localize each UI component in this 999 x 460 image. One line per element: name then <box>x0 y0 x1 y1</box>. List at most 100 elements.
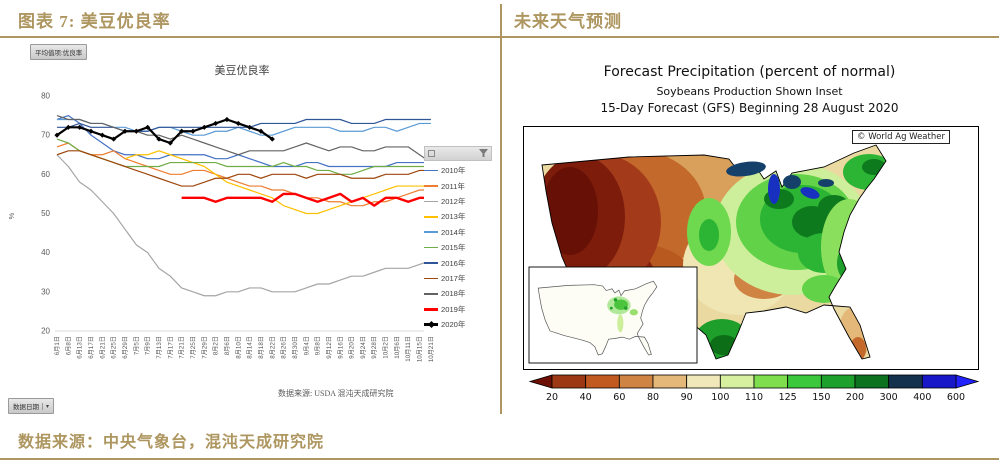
legend-label: 2016年 <box>441 258 466 268</box>
series-marker <box>156 136 162 142</box>
chart-title: 美豆优良率 <box>215 63 270 77</box>
colorbar-tick-label: 400 <box>913 392 931 403</box>
legend-swatch <box>424 321 438 329</box>
x-tick-label: 6月8日 <box>65 336 72 355</box>
colorbar: 20 40 60 80 90 100 110 125 150 200 300 400 600 <box>528 372 980 409</box>
colorbar-tick-label: 60 <box>613 392 625 403</box>
x-tick-label: 9月24日 <box>360 336 367 359</box>
right-panel-title: 未来天气预测 <box>514 12 622 31</box>
x-tick-label: 10月11日 <box>405 336 412 362</box>
series-line-2018年 <box>56 115 432 164</box>
legend-entry-2018年[interactable]: 2018年 <box>424 286 492 301</box>
series-line-2017年 <box>56 150 431 187</box>
colorbar-segment <box>618 374 654 389</box>
legend-swatch <box>424 293 438 295</box>
y-tick-label: 20 <box>41 327 50 336</box>
page-source-note: 数据来源：中央气象台，混沌天成研究院 <box>18 434 325 451</box>
legend-swatch <box>424 307 438 311</box>
colorbar-segment <box>820 374 856 389</box>
legend-label: 2011年 <box>441 181 465 191</box>
legend-entry-2013年[interactable]: 2013年 <box>424 209 492 224</box>
series-line-2019年 <box>181 192 431 207</box>
colorbar-tick-label: 200 <box>846 392 864 403</box>
series-marker <box>224 116 230 123</box>
legend-entry-2010年[interactable]: 2010年 <box>424 163 492 178</box>
x-tick-label: 9月12日 <box>326 336 333 359</box>
colorbar-segment <box>753 374 789 389</box>
legend-entry-2017年[interactable]: 2017年 <box>424 271 492 286</box>
colorbar-tick-label: 300 <box>880 392 898 403</box>
pivot-value-field-button[interactable]: 平均值项:优良率 <box>30 44 88 60</box>
series-line-2014年 <box>57 118 431 136</box>
series-marker <box>145 124 151 130</box>
left-title-underline <box>0 36 500 38</box>
legend-label: 2018年 <box>441 289 466 299</box>
series-marker <box>54 132 60 138</box>
colorbar-tick-label: 150 <box>812 392 830 403</box>
colorbar-scale: 20 40 60 80 90 100 110 125 150 200 300 400 600 <box>528 374 980 403</box>
colorbar-segment <box>854 374 890 389</box>
legend-swatch <box>424 262 438 264</box>
axis-field-button[interactable]: 数据日期 ▾ <box>8 398 55 414</box>
soybean-rating-panel: 图表 7: 美豆优良率 平均值项:优良率 美豆优良率 20 30 40 50 60 70 80… <box>0 0 500 420</box>
series-marker <box>235 120 241 127</box>
inset-map <box>528 266 698 364</box>
great-lakes <box>726 161 834 204</box>
map-credit-badge: © World Ag Weather <box>852 130 950 144</box>
y-tick-label: 50 <box>41 209 50 218</box>
legend-grip-icon <box>428 150 435 157</box>
x-tick-label: 8月6日 <box>224 336 231 355</box>
x-tick-label: 7月21日 <box>179 336 186 359</box>
x-tick-label: 8月14日 <box>247 336 254 359</box>
legend-swatch <box>424 200 438 203</box>
legend-label: 2014年 <box>441 227 466 237</box>
colorbar-right-arrow <box>955 374 980 389</box>
axis-field-dropdown-icon[interactable]: ▾ <box>42 402 49 410</box>
legend-entry-2014年[interactable]: 2014年 <box>424 225 492 240</box>
colorbar-tick-label: 20 <box>546 392 558 403</box>
colorbar-left-arrow <box>528 374 553 389</box>
x-tick-label: 8月22日 <box>269 336 276 359</box>
x-tick-label: 6月1日 <box>54 336 61 355</box>
legend-filter-icon[interactable] <box>479 149 488 158</box>
x-tick-label: 9月16日 <box>337 336 344 359</box>
y-tick-label: 70 <box>41 131 50 140</box>
x-tick-label: 10月2日 <box>383 336 390 359</box>
colorbar-segment <box>686 374 721 389</box>
legend-entry-2019年[interactable]: 2019年 <box>424 302 492 317</box>
us-precipitation-map <box>523 126 979 370</box>
legend-entry-2015年[interactable]: 2015年 <box>424 240 492 255</box>
series-marker <box>88 128 94 134</box>
colorbar-tick-label: 110 <box>745 392 763 403</box>
colorbar-segment <box>921 374 957 389</box>
legend-label: 2010年 <box>441 166 466 176</box>
x-tick-label: 8月26日 <box>281 336 288 359</box>
colorbar-tick-label: 125 <box>779 392 797 403</box>
x-tick-label: 6月29日 <box>122 336 129 359</box>
y-tick-label: 60 <box>41 170 50 179</box>
chart-source-note: 数据来源: USDA 混沌天成研究院 <box>278 389 394 398</box>
series-marker <box>77 124 83 130</box>
legend-entry-2020年[interactable]: 2020年 <box>424 317 492 332</box>
legend-header[interactable] <box>424 146 492 161</box>
colorbar-tick-label: 40 <box>580 392 592 403</box>
series-line-2011年 <box>56 142 431 207</box>
legend-swatch <box>424 185 438 187</box>
legend-entry-2016年[interactable]: 2016年 <box>424 255 492 270</box>
legend-swatch <box>424 169 438 172</box>
legend-entry-2012年[interactable]: 2012年 <box>424 194 492 209</box>
y-axis-label: % <box>7 212 16 219</box>
x-tick-label: 6月25日 <box>111 336 118 359</box>
axis-field-label: 数据日期 <box>13 404 39 411</box>
x-tick-label: 9月8日 <box>315 336 322 355</box>
pivot-value-field-label: 平均值项:优良率 <box>35 50 83 57</box>
series-marker <box>99 132 105 138</box>
legend-items: 2010年 2011年 2012年 2013年 2014年 2015年 2016年 2017年… <box>424 161 492 332</box>
legend-entry-2011年[interactable]: 2011年 <box>424 178 492 193</box>
colorbar-tick-label: 90 <box>681 392 693 403</box>
x-tick-label: 6月17日 <box>88 336 95 359</box>
series-marker <box>201 124 207 130</box>
colorbar-segment <box>787 374 822 389</box>
y-tick-label: 30 <box>41 287 50 296</box>
